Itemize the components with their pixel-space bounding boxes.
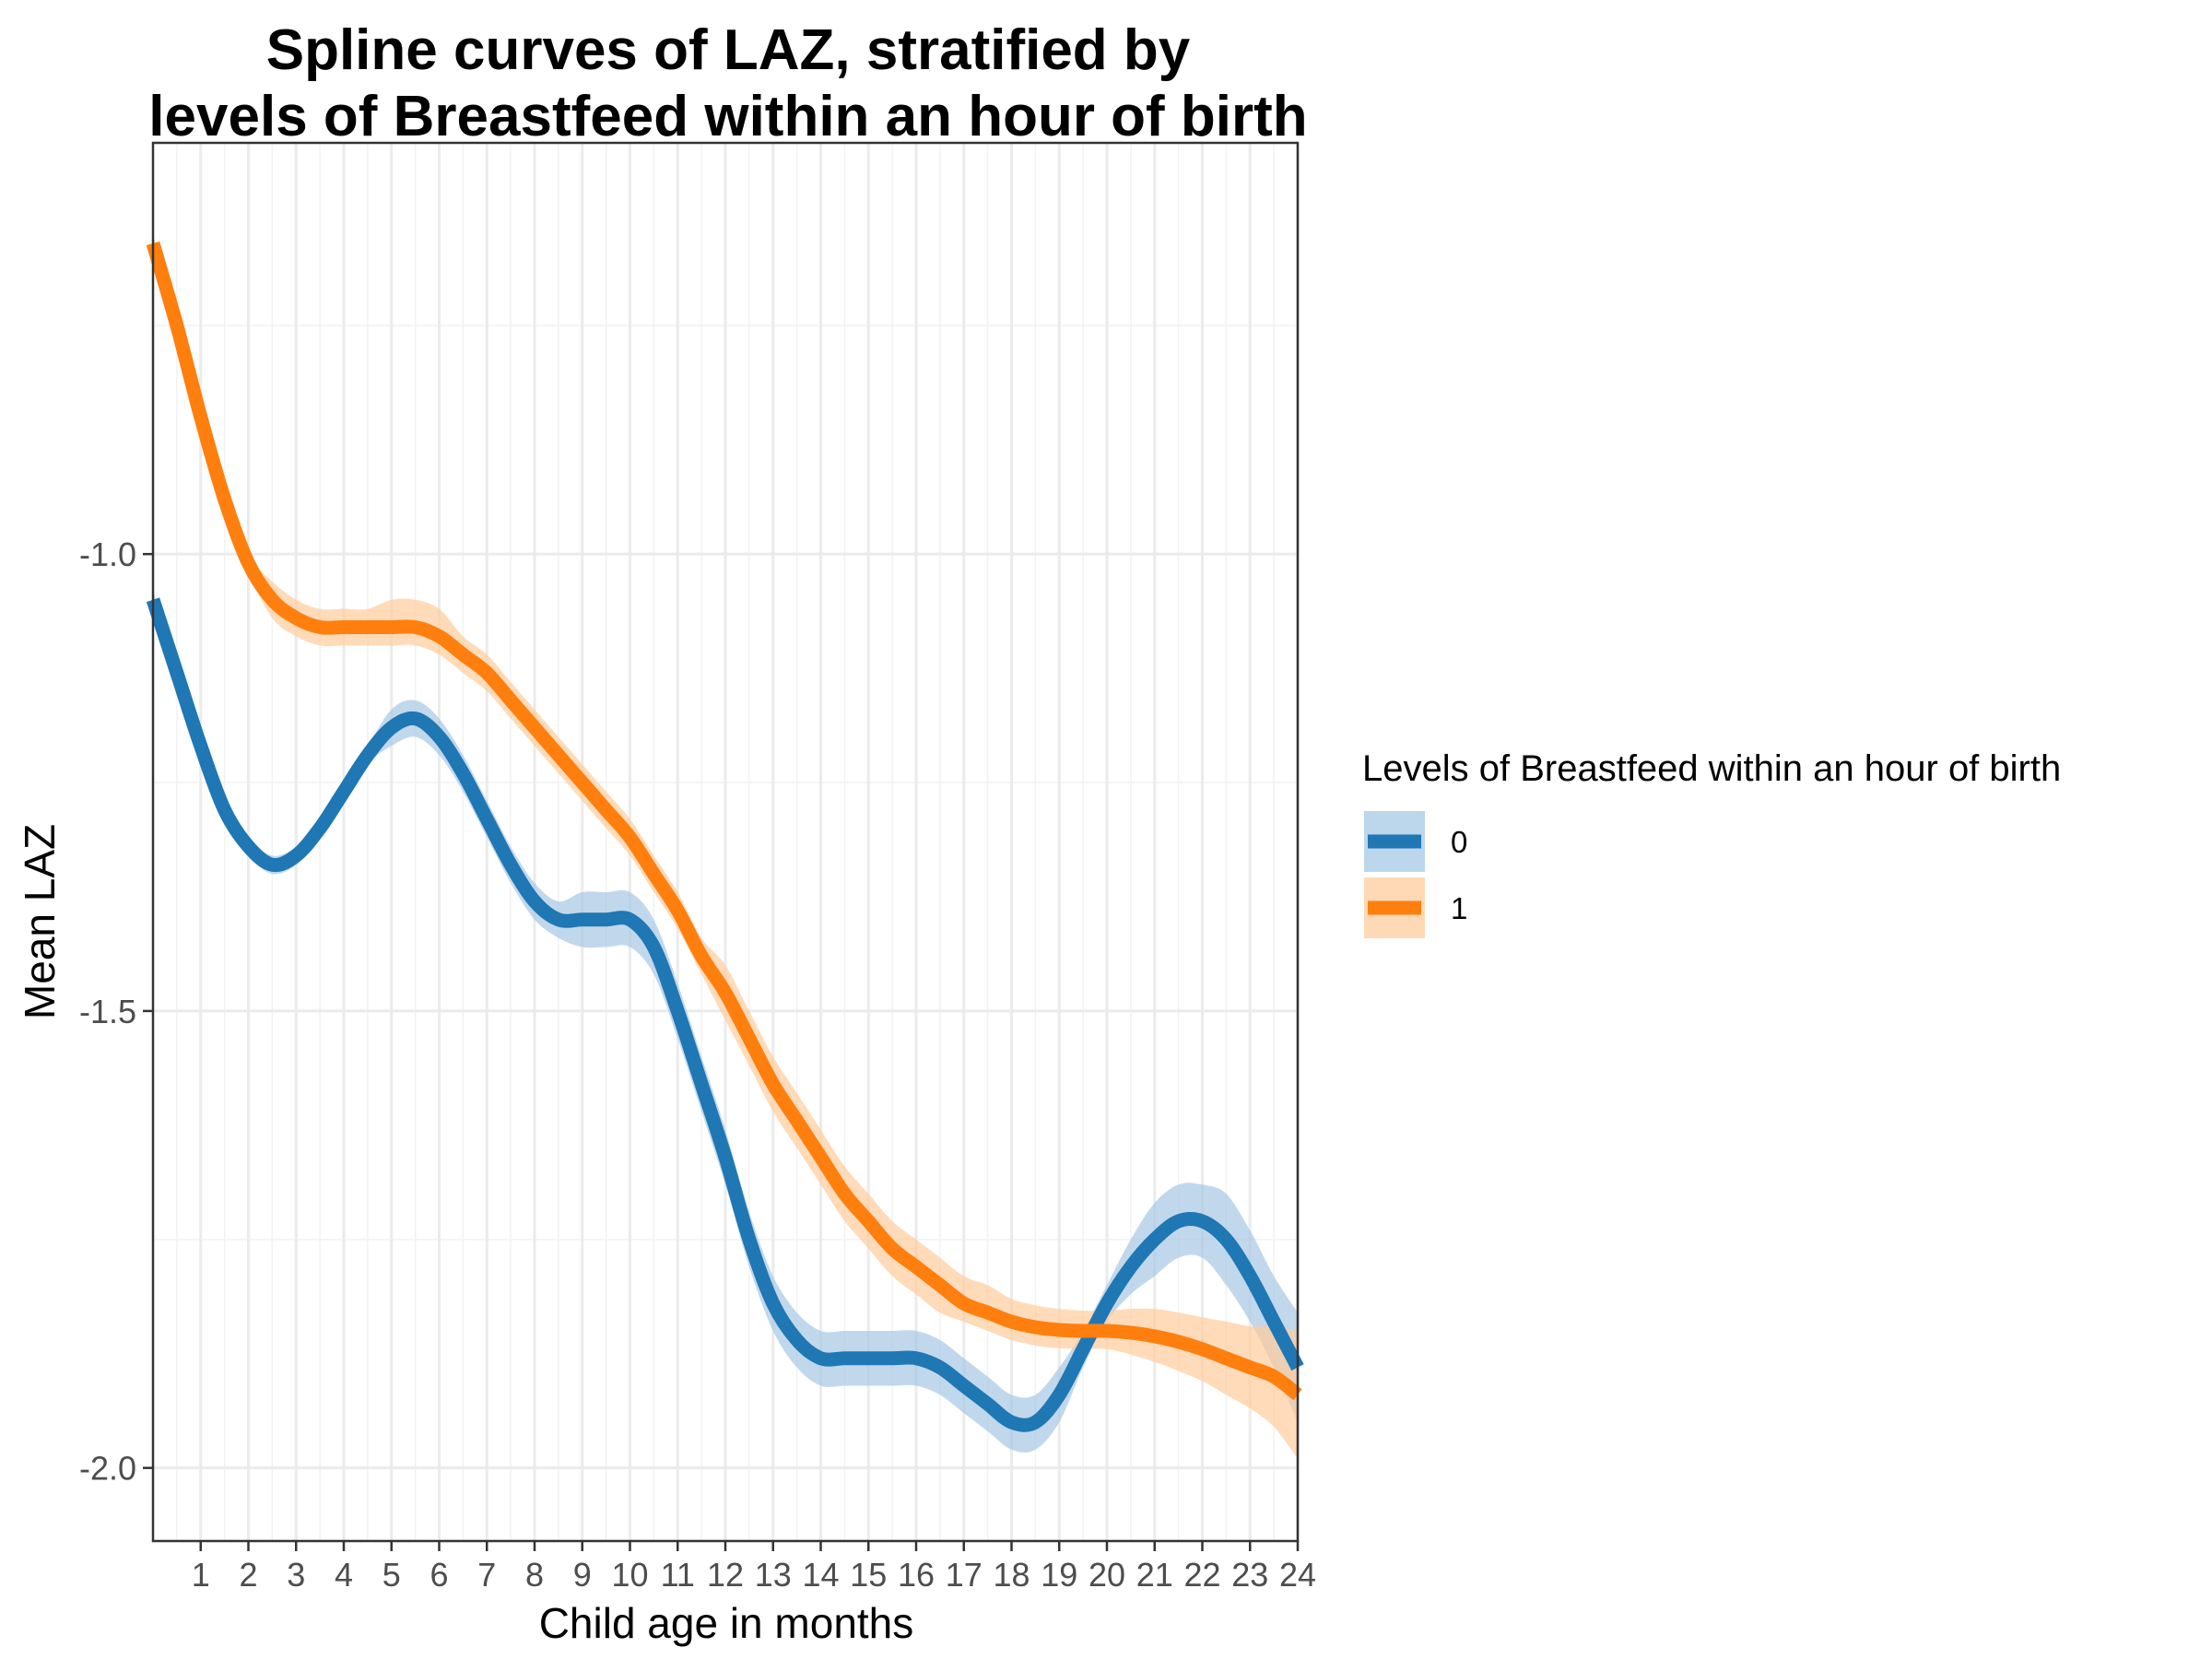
series-1-line	[146, 241, 1302, 1401]
series-lines	[146, 241, 1304, 1432]
x-tick-label: 20	[1088, 1556, 1125, 1594]
x-tick-label: 2	[239, 1556, 257, 1594]
x-tick-label: 11	[661, 1556, 695, 1594]
x-tick-label: 3	[287, 1556, 305, 1594]
x-tick-label: 1	[192, 1556, 210, 1594]
x-axis: 1 2 3 4 5 6 7 8 9 10 11 12 13 14 15 16 17 18 19 20 21 22 23 24	[192, 1541, 1316, 1594]
x-tick-label: 5	[382, 1556, 401, 1594]
x-tick-label: 15	[850, 1556, 887, 1594]
chart-title-line-2: levels of Breastfeed within an hour of b…	[148, 85, 1307, 148]
series-0-line	[146, 597, 1304, 1432]
x-tick-label: 13	[755, 1556, 792, 1594]
x-tick-label: 6	[429, 1556, 448, 1594]
x-tick-label: 14	[802, 1556, 839, 1594]
y-tick-label: -1.0	[79, 535, 136, 573]
legend: Levels of Breastfeed within an hour of b…	[1362, 748, 2061, 938]
x-tick-label: 4	[335, 1556, 353, 1594]
chart-title-line-1: Spline curves of LAZ, stratified by	[266, 18, 1191, 82]
y-axis: -1.0 -1.5 -2.0	[79, 535, 153, 1488]
x-tick-label: 10	[611, 1556, 648, 1594]
x-tick-label: 23	[1231, 1556, 1268, 1594]
y-tick-label: -1.5	[79, 993, 136, 1030]
y-axis-title: Mean LAZ	[16, 824, 64, 1019]
x-tick-label: 24	[1279, 1556, 1316, 1594]
x-tick-label: 21	[1136, 1556, 1173, 1594]
x-tick-label: 16	[898, 1556, 935, 1594]
legend-label-1: 1	[1451, 891, 1467, 925]
legend-label-0: 0	[1451, 825, 1467, 859]
x-tick-label: 7	[477, 1556, 496, 1594]
x-tick-label: 8	[525, 1556, 544, 1594]
y-tick-label: -2.0	[79, 1450, 136, 1488]
x-tick-label: 22	[1183, 1556, 1220, 1594]
x-axis-title: Child age in months	[539, 1599, 914, 1647]
x-tick-label: 17	[946, 1556, 982, 1594]
x-tick-label: 19	[1041, 1556, 1077, 1594]
x-tick-label: 18	[993, 1556, 1030, 1594]
legend-title: Levels of Breastfeed within an hour of b…	[1362, 748, 2061, 789]
x-tick-label: 12	[707, 1556, 744, 1594]
x-tick-label: 9	[573, 1556, 592, 1594]
